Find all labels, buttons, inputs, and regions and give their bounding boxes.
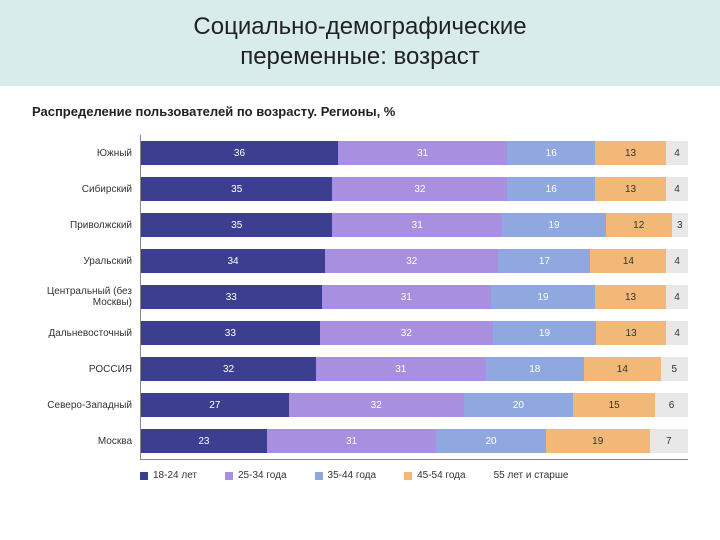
slide-title: Социально-демографические переменные: во…	[0, 12, 720, 72]
bar-segment: 32	[332, 177, 507, 201]
bar-segment: 4	[666, 285, 688, 309]
category-label: Сибирский	[32, 171, 140, 207]
bar-segment: 31	[316, 357, 486, 381]
legend-label: 18-24 лет	[153, 470, 197, 481]
bar-segment: 33	[141, 321, 320, 345]
bar-row: 323118145	[141, 351, 688, 387]
bar-segment: 4	[666, 321, 688, 345]
legend-label: 45-54 года	[417, 470, 466, 481]
bar-segment: 14	[590, 249, 666, 273]
legend-swatch	[315, 472, 323, 480]
stacked-bar: 343217144	[141, 249, 688, 273]
stacked-bar: 363116134	[141, 141, 688, 165]
stacked-bar: 353119123	[141, 213, 688, 237]
bar-segment: 14	[584, 357, 661, 381]
bar-segment: 16	[507, 177, 595, 201]
bar-segment: 4	[666, 249, 688, 273]
title-line-2: переменные: возраст	[240, 43, 480, 70]
bar-segment: 31	[267, 429, 437, 453]
bar-segment: 4	[666, 177, 688, 201]
stacked-bar-chart: ЮжныйСибирскийПриволжскийУральскийЦентра…	[32, 135, 688, 460]
category-label: РОССИЯ	[32, 351, 140, 387]
category-label: Дальневосточный	[32, 315, 140, 351]
bar-segment: 31	[322, 285, 492, 309]
bar-row: 333119134	[141, 279, 688, 315]
legend-item: 55 лет и старше	[494, 470, 569, 481]
bar-segment: 35	[141, 213, 332, 237]
bar-row: 233120197	[141, 423, 688, 459]
legend-item: 45-54 года	[404, 470, 466, 481]
bar-segment: 13	[595, 141, 666, 165]
bar-segment: 15	[573, 393, 655, 417]
category-label: Северо-Западный	[32, 387, 140, 423]
bar-segment: 20	[464, 393, 573, 417]
bar-segment: 27	[141, 393, 289, 417]
bar-row: 353216134	[141, 171, 688, 207]
bar-segment: 19	[493, 321, 596, 345]
bar-segment: 13	[596, 321, 666, 345]
bar-segment: 6	[655, 393, 688, 417]
title-line-1: Социально-демографические	[193, 13, 526, 40]
chart-subtitle: Распределение пользователей по возрасту.…	[32, 104, 688, 119]
bar-segment: 33	[141, 285, 322, 309]
category-label: Центральный (без Москвы)	[32, 279, 140, 315]
bar-segment: 13	[595, 177, 666, 201]
category-label: Уральский	[32, 243, 140, 279]
bar-segment: 31	[338, 141, 508, 165]
bar-segment: 34	[141, 249, 325, 273]
bar-segment: 19	[491, 285, 595, 309]
bars-column: 3631161343532161343531191233432171443331…	[140, 135, 688, 460]
legend: 18-24 лет 25-34 года 35-44 года 45-54 года 5…	[140, 470, 688, 481]
bar-segment: 32	[289, 393, 464, 417]
stacked-bar: 323118145	[141, 357, 688, 381]
bar-segment: 17	[498, 249, 590, 273]
bar-row: 273220156	[141, 387, 688, 423]
bar-row: 333219134	[141, 315, 688, 351]
stacked-bar: 333219134	[141, 321, 688, 345]
stacked-bar: 233120197	[141, 429, 688, 453]
bar-segment: 19	[502, 213, 606, 237]
bar-segment: 19	[546, 429, 650, 453]
legend-label: 35-44 года	[328, 470, 377, 481]
bar-segment: 20	[436, 429, 545, 453]
category-labels-column: ЮжныйСибирскийПриволжскийУральскийЦентра…	[32, 135, 140, 460]
legend-swatch	[225, 472, 233, 480]
bar-segment: 36	[141, 141, 338, 165]
bar-segment: 35	[141, 177, 332, 201]
bar-segment: 31	[332, 213, 502, 237]
bar-row: 353119123	[141, 207, 688, 243]
bar-segment: 13	[595, 285, 666, 309]
bar-segment: 32	[320, 321, 493, 345]
bar-segment: 18	[486, 357, 584, 381]
bar-segment: 4	[666, 141, 688, 165]
slide-header: Социально-демографические переменные: во…	[0, 0, 720, 86]
legend-item: 25-34 года	[225, 470, 287, 481]
stacked-bar: 353216134	[141, 177, 688, 201]
bar-segment: 32	[325, 249, 498, 273]
category-label: Южный	[32, 135, 140, 171]
bar-segment: 12	[606, 213, 672, 237]
bar-segment: 7	[650, 429, 688, 453]
category-label: Приволжский	[32, 207, 140, 243]
legend-label: 55 лет и старше	[494, 470, 569, 481]
bar-row: 343217144	[141, 243, 688, 279]
legend-item: 35-44 года	[315, 470, 377, 481]
bar-segment: 5	[661, 357, 688, 381]
chart-area: Распределение пользователей по возрасту.…	[0, 86, 720, 481]
legend-label: 25-34 года	[238, 470, 287, 481]
bar-segment: 3	[672, 213, 688, 237]
stacked-bar: 333119134	[141, 285, 688, 309]
legend-item: 18-24 лет	[140, 470, 197, 481]
legend-swatch	[140, 472, 148, 480]
bar-segment: 32	[141, 357, 316, 381]
bar-row: 363116134	[141, 135, 688, 171]
bar-segment: 16	[507, 141, 595, 165]
category-label: Москва	[32, 423, 140, 459]
bar-segment: 23	[141, 429, 267, 453]
stacked-bar: 273220156	[141, 393, 688, 417]
legend-swatch	[404, 472, 412, 480]
